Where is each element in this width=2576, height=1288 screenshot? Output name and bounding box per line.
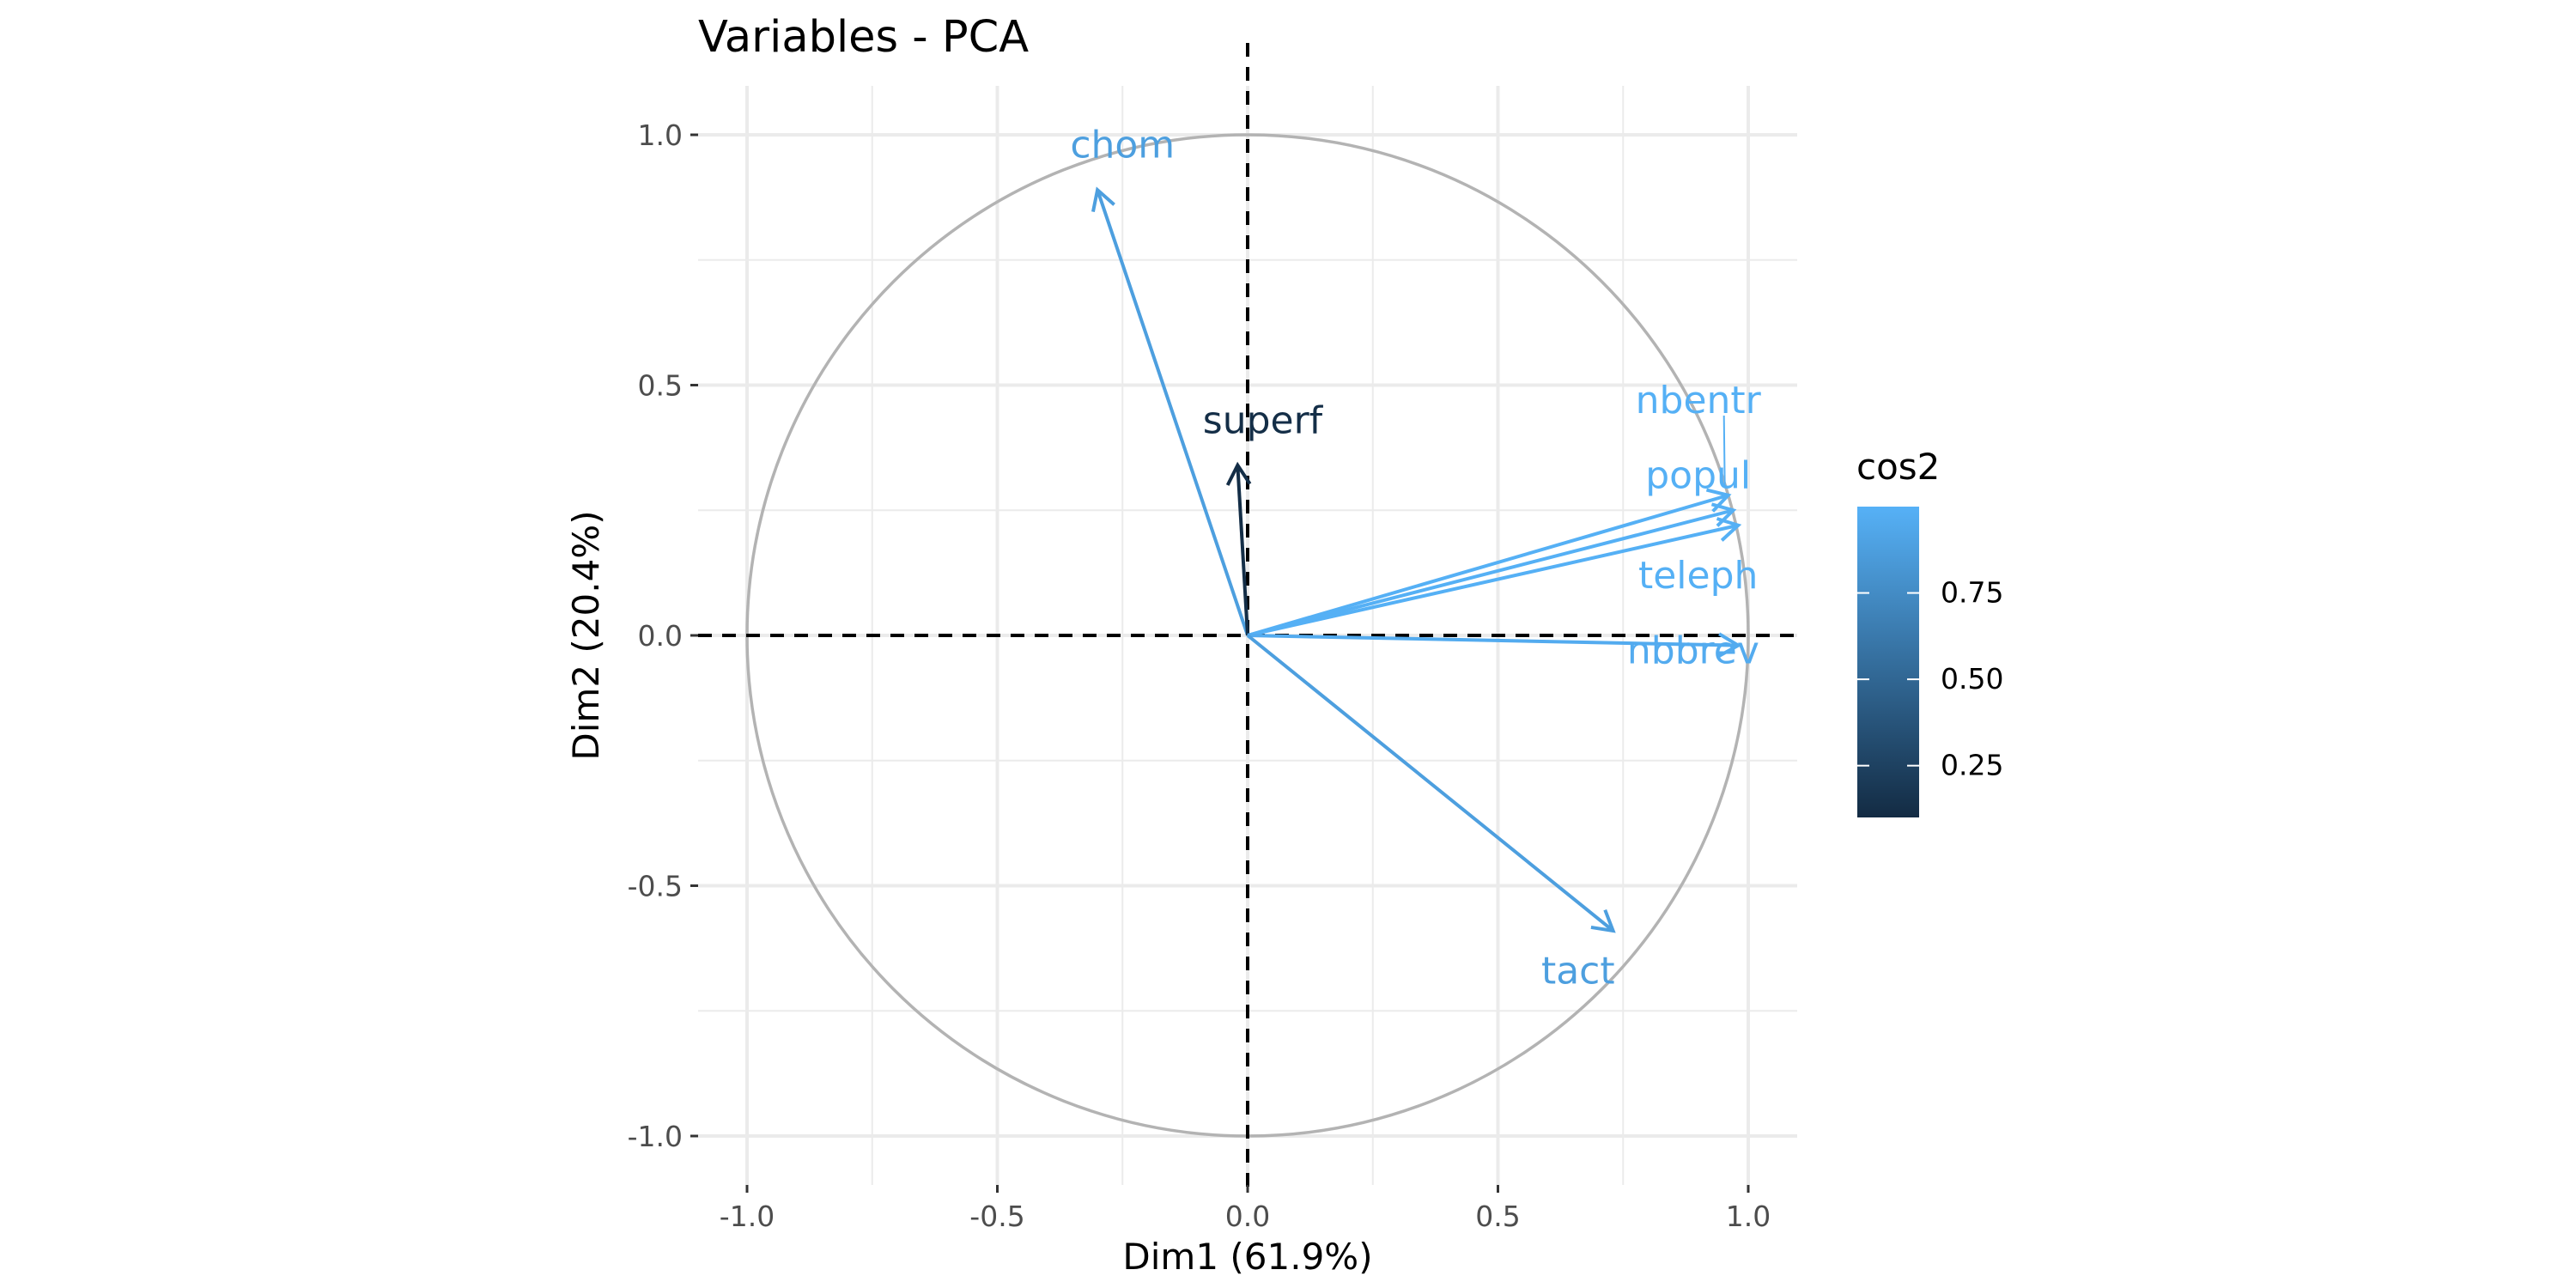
arrow-tact [1246,634,1614,933]
legend-tick-label: 0.75 [1941,576,2003,610]
arrow-nbentr [1247,493,1729,637]
x-tick-label: -1.0 [720,1200,775,1233]
label-teleph: teleph [1638,554,1758,598]
arrow-chom [1096,189,1249,636]
arrow-teleph [1247,523,1739,637]
x-axis-title: Dim1 (61.9%) [1122,1236,1372,1278]
cos2-legend: cos2 0.25 0.50 0.75 [1856,446,2003,817]
label-popul: popul [1645,453,1751,497]
legend-ticks: 0.25 0.50 0.75 [1857,576,2003,782]
x-tick-label: -0.5 [969,1200,1024,1233]
label-nbbrev: nbbrev [1627,629,1759,672]
legend-tick-label: 0.50 [1941,662,2003,696]
arrow-nbbrev [1247,634,1739,647]
y-tick-label: 0.5 [638,369,683,403]
legend-tick-label: 0.25 [1941,749,2003,782]
arrowhead-teleph [1716,517,1742,542]
reference-lines [698,43,1797,1194]
y-tick-label: 1.0 [638,118,683,152]
y-tick-label: 0.0 [638,619,683,653]
arrow-superf [1236,465,1249,636]
arrowhead-tact [1590,908,1616,933]
label-leader-nbentr [1722,415,1726,487]
arrowhead-nbbrev [1717,632,1742,658]
variable-labels: chom superf nbentr popul teleph nbbrev tact [1070,124,1761,993]
legend-colorbar [1857,507,1919,817]
x-tick-label: 0.0 [1225,1200,1270,1233]
label-superf: superf [1203,398,1324,442]
arrowhead-superf [1225,461,1252,486]
y-tick-label: -1.0 [628,1120,683,1153]
x-tick-label: 0.5 [1475,1200,1520,1233]
y-tick-label: -0.5 [628,870,683,903]
variable-arrows [1091,186,1742,933]
axes: -1.0 -0.5 0.0 0.5 1.0 -1.0 -0.5 0.0 0.5 1.0 [628,118,1771,1233]
arrowhead-chom [1091,186,1115,213]
x-tick-label: 1.0 [1726,1200,1771,1233]
y-axis-title: Dim2 (20.4%) [565,510,607,760]
legend-title: cos2 [1856,446,1940,488]
arrow-popul [1247,508,1735,637]
label-chom: chom [1070,124,1175,167]
label-nbentr: nbentr [1636,379,1762,422]
chart-title: Variables - PCA [698,12,1029,63]
label-tact: tact [1541,950,1615,993]
